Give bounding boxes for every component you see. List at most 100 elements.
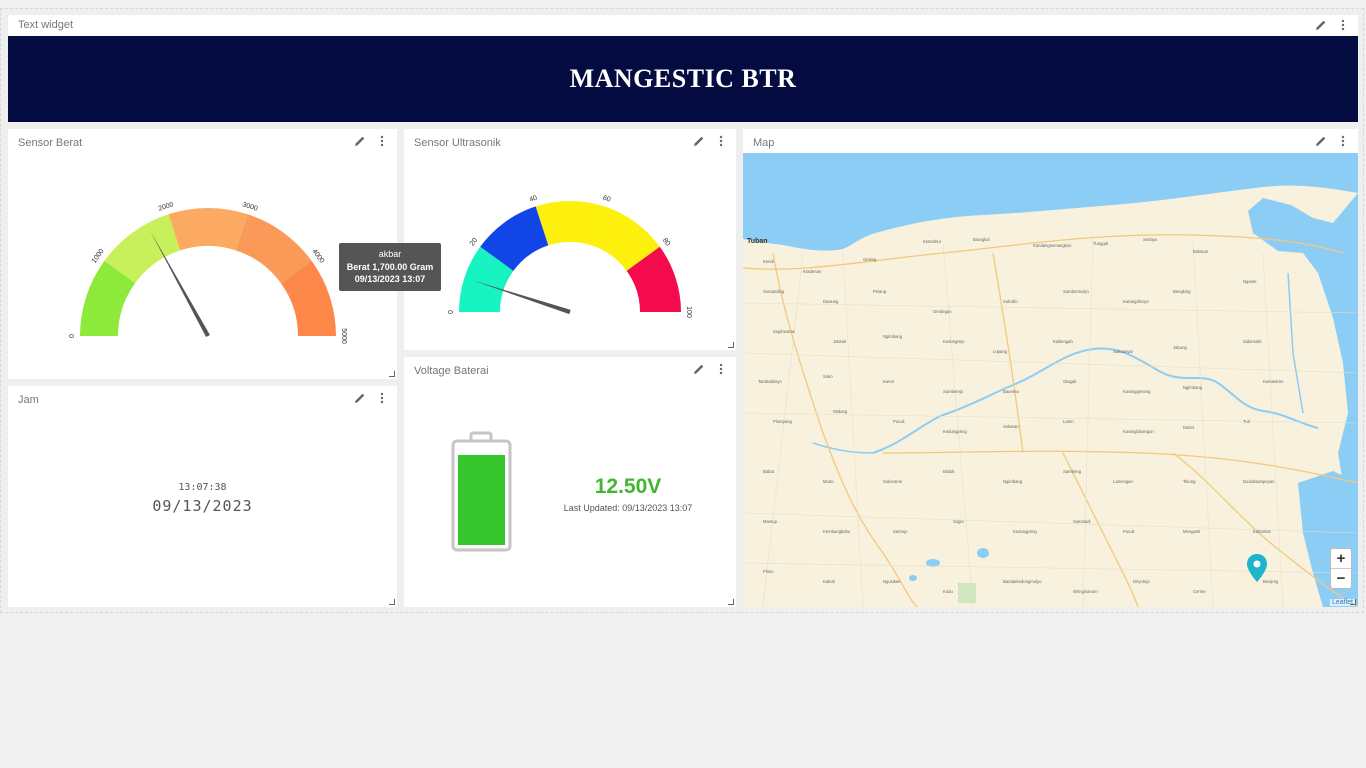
svg-text:Kradenan: Kradenan <box>803 269 822 274</box>
svg-text:Gredegan: Gredegan <box>933 309 952 314</box>
tooltip-date: 09/13/2023 13:07 <box>354 274 426 284</box>
widget-title: Text widget <box>18 19 74 31</box>
map-canvas[interactable]: Kerek Kradenan Gesing Ketambul Brangkal Kanda… <box>743 153 1358 607</box>
zoom-in-button[interactable]: + <box>1336 550 1346 567</box>
map-tiles: Kerek Kradenan Gesing Ketambul Brangkal Kanda… <box>743 153 1358 607</box>
gauge-tick-label: 40 <box>529 195 539 204</box>
gauge-band-3 <box>104 214 181 284</box>
svg-text:Lopang: Lopang <box>993 349 1008 354</box>
kebab-menu-icon[interactable] <box>1336 18 1350 32</box>
gauge-band-5 <box>626 246 681 312</box>
svg-text:Sugio: Sugio <box>953 519 964 524</box>
gauge-tick-label: 2000 <box>158 201 175 213</box>
svg-text:Kalitengah: Kalitengah <box>1053 339 1073 344</box>
kebab-menu-icon[interactable] <box>714 134 728 148</box>
svg-text:Semanding: Semanding <box>763 289 785 294</box>
map-pin-icon[interactable] <box>1246 553 1268 583</box>
resize-handle[interactable] <box>1350 599 1356 605</box>
resize-handle[interactable] <box>728 342 734 348</box>
resize-handle[interactable] <box>389 599 395 605</box>
svg-text:Menganti: Menganti <box>1183 529 1200 534</box>
map-attribution[interactable]: Leaflet <box>1329 599 1355 606</box>
resize-handle[interactable] <box>389 371 395 377</box>
pencil-icon[interactable] <box>1314 134 1328 148</box>
svg-text:Sidomukti: Sidomukti <box>1243 339 1261 344</box>
voltage-value: 12.50V <box>594 475 662 498</box>
svg-text:Widang: Widang <box>833 409 848 414</box>
kebab-menu-icon[interactable] <box>375 134 389 148</box>
tooltip-name: akbar <box>378 249 402 259</box>
kebab-menu-icon[interactable] <box>1336 134 1350 148</box>
svg-text:Karanggeneng: Karanggeneng <box>1123 389 1151 394</box>
svg-text:Ngusikan: Ngusikan <box>883 579 901 584</box>
svg-text:Gesing: Gesing <box>863 257 877 262</box>
svg-text:Kanor: Kanor <box>883 379 895 384</box>
svg-text:Sarirejo: Sarirejo <box>893 529 908 534</box>
gauge-tick-label: 3000 <box>241 201 258 213</box>
svg-text:Kedungpring: Kedungpring <box>943 429 967 434</box>
svg-text:Pucuk: Pucuk <box>893 419 906 424</box>
svg-text:Tunggal: Tunggal <box>1093 241 1108 246</box>
widget-title: Voltage Baterai <box>414 365 489 377</box>
svg-text:Modo: Modo <box>823 479 834 484</box>
svg-text:Sumberejo: Sumberejo <box>943 389 964 394</box>
svg-text:Karangbinangun: Karangbinangun <box>1123 429 1154 434</box>
svg-text:Bolokan: Bolokan <box>1193 249 1209 254</box>
gauge-tick-label: 80 <box>661 237 671 248</box>
svg-text:Ketambul: Ketambul <box>923 239 941 244</box>
svg-text:Bandarkedungmulyo: Bandarkedungmulyo <box>1003 579 1042 584</box>
tooltip-value: Berat 1,700.00 Gram <box>346 261 434 272</box>
svg-text:Brangkal: Brangkal <box>973 237 990 242</box>
svg-text:Tambakboyo: Tambakboyo <box>758 379 782 384</box>
clock-date: 09/13/2023 <box>152 497 253 515</box>
gauge-tick-label: 60 <box>602 195 612 204</box>
gauge-tick-label: 100 <box>685 306 692 318</box>
jam-widget: Jam 13:07:38 09/13/2023 <box>8 386 397 607</box>
svg-text:Kabuh: Kabuh <box>823 579 836 584</box>
kebab-menu-icon[interactable] <box>714 362 728 376</box>
gauge-tick-label: 0 <box>448 310 455 314</box>
svg-text:Ngarek: Ngarek <box>1243 279 1257 284</box>
svg-text:Pucuk: Pucuk <box>1123 529 1136 534</box>
svg-text:Tikung: Tikung <box>1183 479 1196 484</box>
map-city-label: Tuban <box>747 238 767 245</box>
resize-handle[interactable] <box>728 599 734 605</box>
kebab-menu-icon[interactable] <box>375 391 389 405</box>
ultrasonic-gauge: 0 20 40 60 80 100 <box>448 195 692 318</box>
svg-text:Sukolilo: Sukolilo <box>1003 299 1018 304</box>
map-widget: Map <box>743 129 1358 607</box>
svg-text:Kemantren: Kemantren <box>1263 379 1284 384</box>
svg-text:Ploso: Ploso <box>763 569 774 574</box>
svg-text:Sukorame: Sukorame <box>883 479 903 484</box>
pencil-icon[interactable] <box>692 362 706 376</box>
svg-text:Bengking: Bengking <box>1173 289 1191 294</box>
svg-text:Kedungpring: Kedungpring <box>1013 529 1037 534</box>
sensor-berat-widget: Sensor Berat 0 1000 2000 3000 4000 5000 <box>8 129 397 379</box>
svg-text:Mantup: Mantup <box>763 519 778 524</box>
pencil-icon[interactable] <box>1314 18 1328 32</box>
svg-text:Sukoanyar: Sukoanyar <box>1113 349 1134 354</box>
svg-text:Kandangsemangkon: Kandangsemangkon <box>1033 243 1072 248</box>
gauge-tooltip: akbar Berat 1,700.00 Gram 09/13/2023 13:… <box>339 243 441 291</box>
gauge-band-4 <box>591 206 660 271</box>
battery-level-fill <box>458 455 505 545</box>
svg-text:Sambeng: Sambeng <box>1063 469 1082 474</box>
voltage-readout: 12.50V Last Updated: 09/13/2023 13:07 <box>558 475 698 513</box>
svg-text:Kembangbahu: Kembangbahu <box>823 529 851 534</box>
pencil-icon[interactable] <box>353 134 367 148</box>
svg-text:Turi: Turi <box>1243 419 1250 424</box>
svg-text:Lamongan: Lamongan <box>1113 479 1133 484</box>
clock-time: 13:07:38 <box>178 482 227 493</box>
voltage-baterai-widget: Voltage Baterai 12.50V Last Updated: 09/… <box>404 357 736 607</box>
gauge-band-5 <box>235 214 312 284</box>
gauge-band-1 <box>80 260 136 336</box>
gauge-band-1 <box>459 246 514 312</box>
svg-text:Kebomas: Kebomas <box>1253 529 1271 534</box>
svg-text:Baureno: Baureno <box>1003 389 1020 394</box>
zoom-out-button[interactable]: − <box>1331 568 1351 588</box>
pencil-icon[interactable] <box>353 391 367 405</box>
svg-text:Ngimbang: Ngimbang <box>883 334 903 339</box>
svg-text:Wringinanom: Wringinanom <box>1073 589 1098 594</box>
pencil-icon[interactable] <box>692 134 706 148</box>
sensor-ultrasonik-widget: Sensor Ultrasonik 0 20 40 60 80 100 <box>404 129 736 350</box>
